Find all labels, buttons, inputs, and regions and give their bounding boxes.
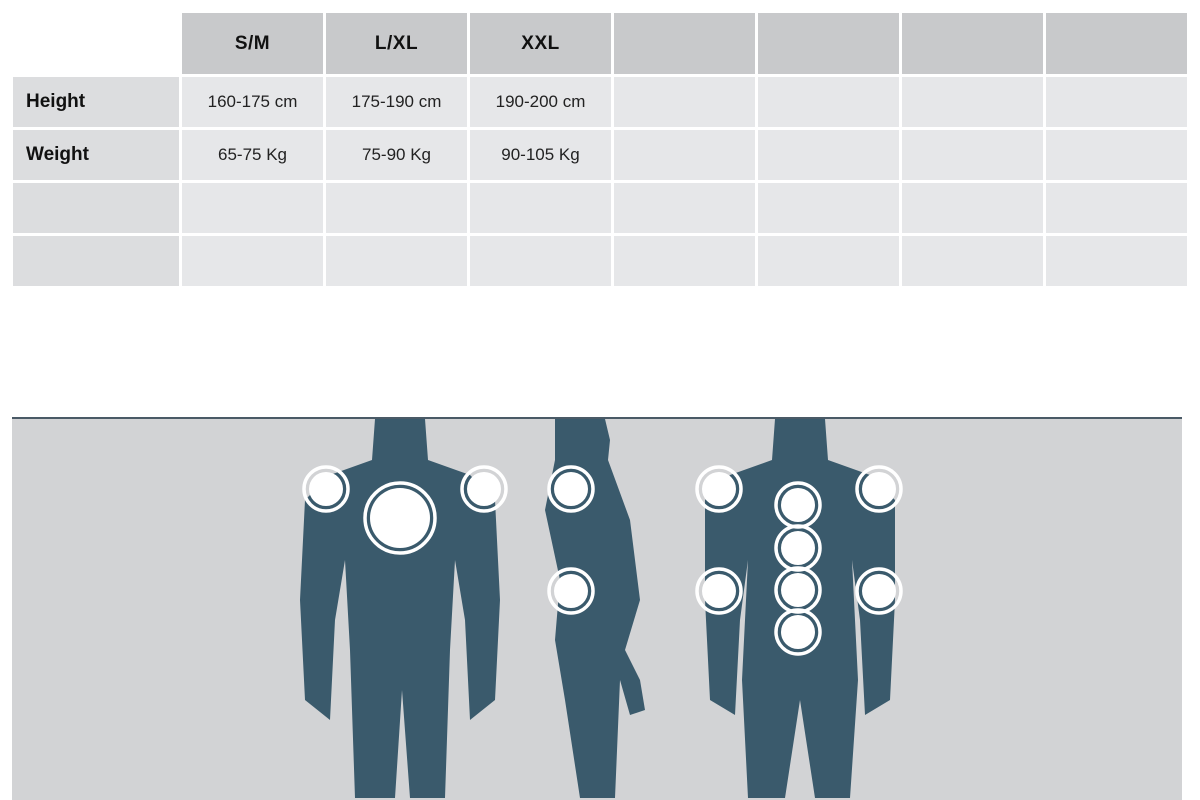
cell — [902, 183, 1043, 233]
cell — [902, 236, 1043, 286]
cell — [1046, 130, 1187, 180]
cell — [1046, 236, 1187, 286]
cell: 65-75 Kg — [182, 130, 323, 180]
cell — [758, 130, 899, 180]
cell — [902, 77, 1043, 127]
cell — [326, 236, 467, 286]
cell — [758, 77, 899, 127]
cell — [182, 183, 323, 233]
row-label: Height — [13, 77, 179, 127]
marker-circle — [547, 465, 595, 513]
header-row: S/M L/XL XXL — [13, 13, 1187, 74]
cell: 160-175 cm — [182, 77, 323, 127]
cell — [614, 236, 755, 286]
table-row-height: Height 160-175 cm 175-190 cm 190-200 cm — [13, 77, 1187, 127]
marker-circle — [774, 566, 822, 614]
marker-circle — [855, 465, 903, 513]
table-row-weight: Weight 65-75 Kg 75-90 Kg 90-105 Kg — [13, 130, 1187, 180]
row-label — [13, 183, 179, 233]
cell — [470, 236, 611, 286]
row-label — [13, 236, 179, 286]
marker-circle — [774, 608, 822, 656]
cell — [326, 183, 467, 233]
front-body-figure — [300, 419, 500, 798]
size-header: XXL — [470, 13, 611, 74]
size-header — [1046, 13, 1187, 74]
cell — [470, 183, 611, 233]
size-header — [902, 13, 1043, 74]
cell — [1046, 183, 1187, 233]
table-row-empty — [13, 236, 1187, 286]
marker-circle — [774, 524, 822, 572]
marker-circle — [547, 567, 595, 615]
marker-circle — [855, 567, 903, 615]
size-table: S/M L/XL XXL Height 160-175 cm 175-190 c… — [10, 10, 1190, 289]
cell — [758, 236, 899, 286]
table-row-empty — [13, 183, 1187, 233]
cell — [614, 77, 755, 127]
size-header: S/M — [182, 13, 323, 74]
cell — [902, 130, 1043, 180]
cell: 75-90 Kg — [326, 130, 467, 180]
size-header — [758, 13, 899, 74]
cell — [1046, 77, 1187, 127]
cell — [614, 130, 755, 180]
cell — [758, 183, 899, 233]
size-header — [614, 13, 755, 74]
cell: 190-200 cm — [470, 77, 611, 127]
side-body-figure — [545, 419, 645, 798]
cell: 175-190 cm — [326, 77, 467, 127]
cell — [614, 183, 755, 233]
marker-circle — [363, 481, 437, 555]
cell — [182, 236, 323, 286]
marker-circle — [302, 465, 350, 513]
marker-circle — [695, 465, 743, 513]
marker-circle — [460, 465, 508, 513]
corner-cell — [13, 13, 179, 74]
marker-circle — [695, 567, 743, 615]
cell: 90-105 Kg — [470, 130, 611, 180]
size-header: L/XL — [326, 13, 467, 74]
marker-circle — [774, 481, 822, 529]
row-label: Weight — [13, 130, 179, 180]
